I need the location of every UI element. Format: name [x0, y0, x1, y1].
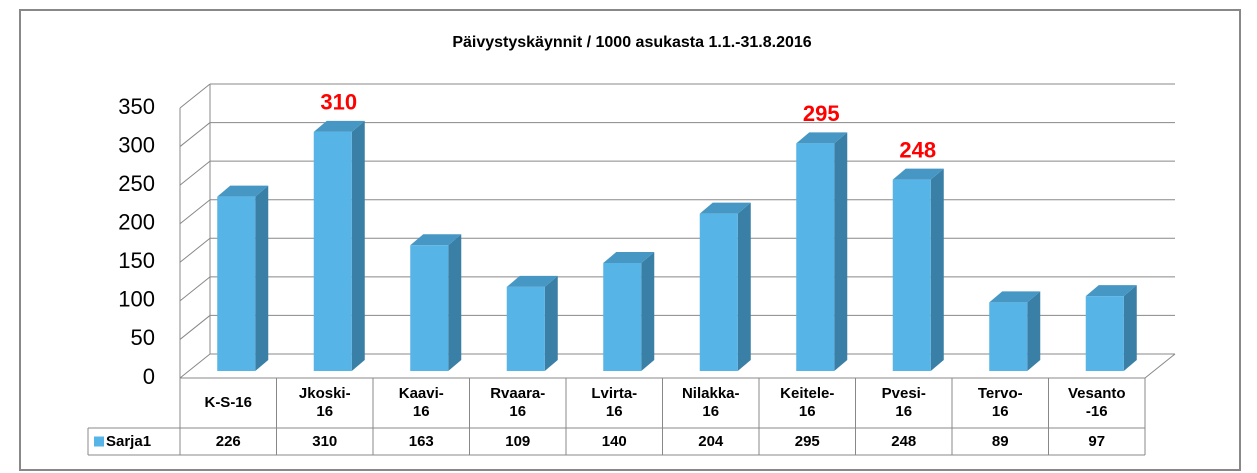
data-label: 295	[803, 101, 840, 126]
bar	[699, 202, 751, 371]
floor-edge	[1144, 353, 1176, 379]
grid-line	[179, 315, 211, 340]
bar-side	[448, 234, 462, 371]
bar-side	[834, 132, 848, 371]
table-value: 163	[408, 432, 434, 450]
x-tick-label: Tervo- 16	[977, 385, 1023, 420]
table-value: 109	[505, 432, 531, 450]
x-tick-label: Nilakka- 16	[681, 385, 740, 420]
bar-top	[410, 234, 462, 246]
data-label: 248	[899, 137, 936, 162]
bar-front	[313, 131, 352, 371]
data-label: 310	[320, 90, 357, 115]
y-tick-label: 300	[118, 132, 155, 157]
bar-top	[217, 185, 269, 197]
bar	[217, 185, 269, 371]
bar	[506, 275, 558, 371]
legend-swatch	[94, 436, 104, 447]
table-value: 226	[215, 432, 241, 450]
table-value: 140	[601, 432, 627, 450]
table-value: 295	[794, 432, 820, 450]
grid-line	[179, 276, 211, 302]
bar	[313, 120, 365, 371]
bar	[989, 291, 1041, 371]
bar-front	[989, 302, 1028, 371]
x-tick-label: Kaavi- 16	[398, 385, 444, 420]
y-tick-label: 350	[118, 94, 155, 119]
bar-top	[1085, 285, 1137, 297]
bar	[1085, 285, 1137, 371]
y-tick-label: 250	[118, 171, 155, 196]
bar	[796, 132, 848, 371]
bar-side	[930, 168, 944, 371]
grid-line	[179, 353, 211, 379]
x-tick-label: K-S-16	[204, 394, 252, 411]
bar-top	[506, 275, 558, 287]
bar-front	[796, 143, 835, 371]
bar-front	[603, 263, 642, 371]
grid-line	[179, 122, 211, 147]
x-tick-label: Rvaara- 16	[490, 385, 546, 420]
table-value: 89	[991, 432, 1009, 450]
bar-side	[737, 202, 751, 371]
grid-line	[179, 237, 211, 263]
bar-front	[410, 245, 449, 371]
bar-front	[699, 213, 738, 371]
bar-front	[506, 286, 545, 371]
bar-top	[989, 291, 1041, 303]
y-tick-label: 200	[118, 210, 155, 235]
bar-front	[892, 179, 931, 371]
x-tick-label: Lvirta- 16	[591, 385, 638, 420]
x-tick-label: Vesanto -16	[1067, 385, 1126, 420]
bar-side	[544, 275, 558, 371]
bar-front	[1085, 296, 1124, 371]
bar-side	[255, 185, 269, 371]
bar	[410, 234, 462, 371]
table-value: 97	[1088, 432, 1106, 450]
y-tick-label: 50	[131, 325, 155, 350]
table-value: 248	[891, 432, 917, 450]
grid-line	[179, 83, 211, 109]
legend-label: Sarja1	[106, 432, 152, 450]
bar	[603, 252, 655, 371]
bar	[892, 168, 944, 371]
grid-line	[179, 160, 211, 186]
bar-side	[1027, 291, 1041, 371]
x-tick-label: Jkoski- 16	[298, 385, 351, 420]
chart-title: Päivystyskäynnit / 1000 asukasta 1.1.-31…	[452, 34, 811, 51]
x-tick-label: Keitele- 16	[780, 385, 835, 420]
y-tick-label: 150	[118, 248, 155, 273]
bar-top	[699, 202, 751, 214]
x-tick-label: Pvesi- 16	[881, 385, 926, 420]
y-tick-label: 100	[118, 287, 155, 312]
table-value: 310	[312, 432, 338, 450]
y-tick-label: 0	[143, 364, 155, 389]
bar-top	[313, 120, 365, 132]
bar-front	[217, 196, 256, 371]
bar-side	[1123, 285, 1137, 371]
bar-top	[892, 168, 944, 180]
grid-line	[179, 199, 211, 225]
bar-side	[351, 120, 365, 371]
bar-top	[796, 132, 848, 144]
bar-side	[641, 252, 655, 371]
table-value: 204	[698, 432, 724, 450]
bar-top	[603, 252, 655, 263]
